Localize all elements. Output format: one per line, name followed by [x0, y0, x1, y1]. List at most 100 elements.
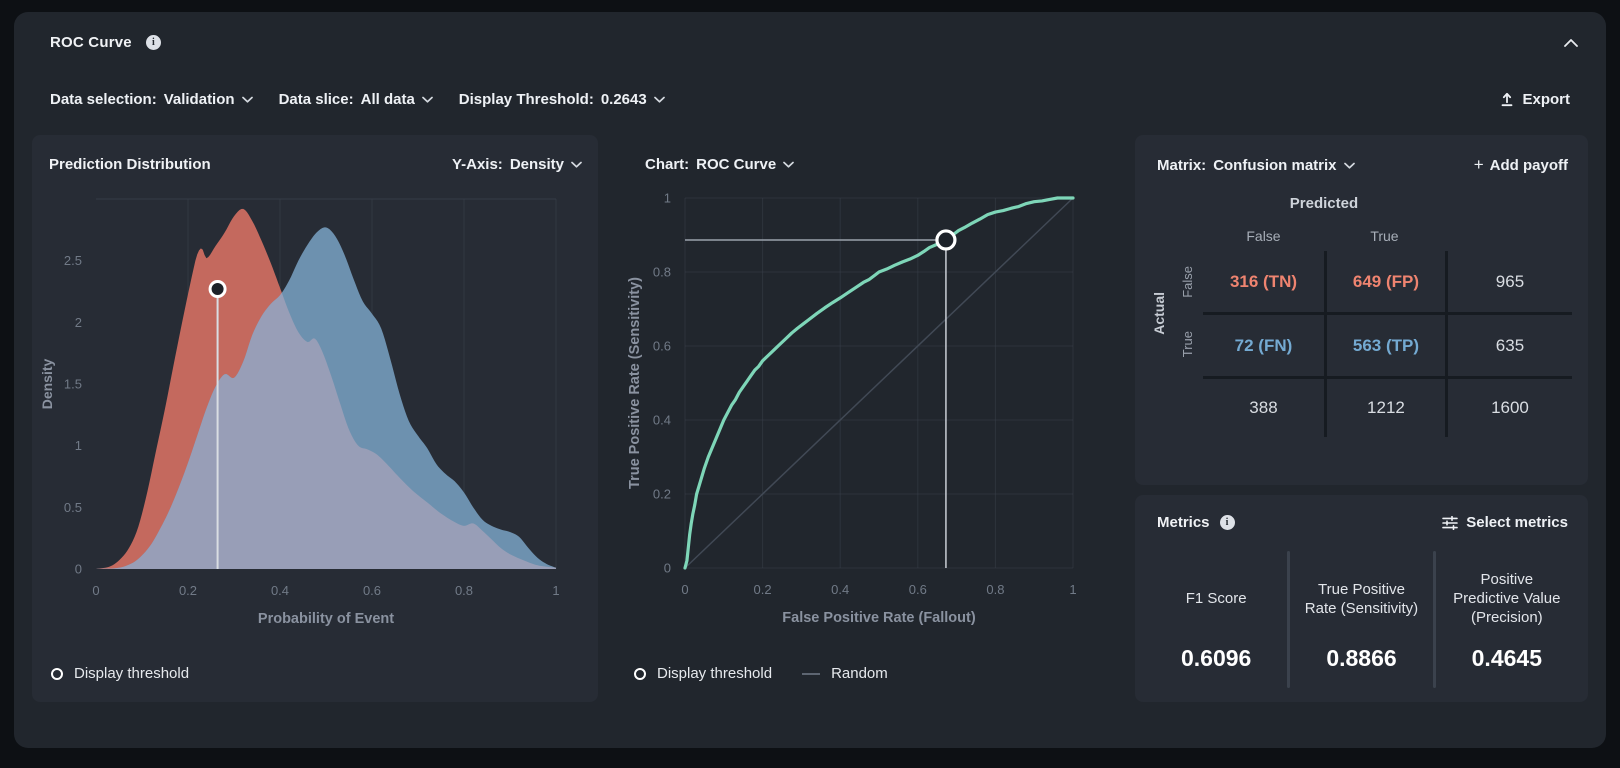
- x-tick-label: 1: [1069, 582, 1076, 597]
- y-tick-label: 1: [664, 191, 671, 206]
- x-tick-label: 0: [681, 582, 688, 597]
- display-threshold-value: 0.2643: [600, 91, 647, 108]
- panels-row: Prediction Distribution Y-Axis: Density …: [14, 108, 1606, 702]
- x-tick-label: 0.4: [271, 583, 289, 598]
- chevron-down-icon: [421, 96, 433, 103]
- add-payoff-button[interactable]: + Add payoff: [1474, 155, 1568, 175]
- chart-type-dropdown[interactable]: Chart: ROC Curve: [645, 156, 795, 173]
- display-threshold-label: Display Threshold:: [458, 91, 594, 108]
- cell-predicted-false-total[interactable]: 388: [1203, 376, 1324, 437]
- random-diagonal-line: [684, 197, 1074, 569]
- density-y-axis-title: Density: [39, 359, 55, 410]
- chevron-down-icon: [1343, 162, 1355, 169]
- plus-icon: +: [1473, 155, 1484, 174]
- display-threshold-dropdown[interactable]: Display Threshold: 0.2643: [459, 91, 665, 108]
- select-metrics-label: Select metrics: [1466, 514, 1568, 531]
- roc-y-axis-title: True Positive Rate (Sensitivity): [627, 277, 643, 489]
- matrix-type-dropdown[interactable]: Matrix: Confusion matrix: [1157, 157, 1355, 174]
- cell-actual-false-total[interactable]: 965: [1444, 251, 1572, 312]
- data-slice-dropdown[interactable]: Data slice: All data: [279, 91, 433, 108]
- y-tick-label: 0.5: [64, 500, 82, 515]
- export-label: Export: [1522, 91, 1570, 108]
- data-slice-value: All data: [360, 91, 415, 108]
- prediction-distribution-panel: Prediction Distribution Y-Axis: Density …: [32, 135, 598, 702]
- threshold-marker[interactable]: [208, 280, 227, 299]
- x-tick-label: 0.2: [179, 583, 197, 598]
- metric-label: F1 Score: [1185, 590, 1247, 608]
- metric-true-positive-rate: True Positive Rate (Sensitivity) 0.8866: [1290, 547, 1432, 692]
- roc-curve-card: ROC Curve i Data selection: Validation D…: [14, 12, 1606, 748]
- dash-line-icon: [802, 672, 821, 675]
- data-selection-dropdown[interactable]: Data selection: Validation: [50, 91, 253, 108]
- metrics-title: Metrics: [1157, 514, 1210, 531]
- chevron-down-icon: [653, 96, 665, 103]
- x-tick-label: 0.8: [455, 583, 473, 598]
- export-button[interactable]: Export: [1500, 91, 1570, 108]
- select-metrics-button[interactable]: Select metrics: [1442, 514, 1568, 531]
- y-tick-label: 1.5: [64, 377, 82, 392]
- cell-tn[interactable]: 316 (TN): [1229, 271, 1298, 291]
- actual-true-header: True: [1179, 330, 1195, 358]
- legend-label: Random: [831, 665, 888, 682]
- cell-fn[interactable]: 72 (FN): [1203, 312, 1324, 376]
- metrics-info-icon[interactable]: i: [1219, 515, 1235, 530]
- roc-curve-line: [683, 196, 1075, 570]
- y-tick-label: 0.4: [653, 413, 671, 428]
- cell-grand-total[interactable]: 1600: [1444, 376, 1572, 437]
- y-tick-label: 2: [75, 315, 82, 330]
- roc-gridlines: [684, 197, 1074, 569]
- roc-threshold-marker[interactable]: [935, 229, 957, 251]
- x-tick-label: 0: [92, 583, 99, 598]
- radio-ring-icon: [634, 667, 646, 680]
- prediction-distribution-chart[interactable]: 0 0.2 0.4 0.6 0.8 1 0 0.5 1 1.5 2 2.5 Density Probabi…: [32, 185, 565, 630]
- info-icon[interactable]: i: [145, 35, 161, 50]
- y-tick-label: 1: [75, 438, 82, 453]
- export-upload-icon: [1502, 92, 1513, 107]
- y-axis-label: Y-Axis:: [451, 156, 503, 173]
- density-x-axis-title: Probability of Event: [258, 611, 394, 627]
- chevron-down-icon: [783, 161, 795, 168]
- metric-f1-score: F1 Score 0.6096: [1145, 547, 1287, 692]
- roc-chart[interactable]: 0 0.2 0.4 0.6 0.8 1 0 0.2 0.4 0.6 0.8 1 True Positiv…: [615, 185, 1085, 630]
- confusion-matrix-panel: Matrix: Confusion matrix + Add payoff Pr…: [1135, 135, 1588, 485]
- chart-type-label: Chart:: [645, 156, 690, 173]
- y-tick-label: 0.2: [653, 487, 671, 502]
- data-selection-value: Validation: [163, 91, 235, 108]
- metric-label: True Positive Rate (Sensitivity): [1304, 580, 1419, 617]
- metric-value: 0.4645: [1471, 644, 1542, 671]
- divider: [1432, 551, 1436, 688]
- collapse-button[interactable]: [1560, 35, 1582, 51]
- y-axis-value: Density: [509, 156, 564, 173]
- actual-false-header: False: [1179, 265, 1195, 298]
- roc-display-threshold-legend[interactable]: Display threshold: [634, 665, 772, 682]
- x-tick-label: 0.6: [909, 582, 927, 597]
- cell-actual-true-total[interactable]: 635: [1444, 312, 1572, 376]
- cell-tp[interactable]: 563 (TP): [1323, 312, 1445, 376]
- roc-chart-section: Chart: ROC Curve 0 0.2 0.4 0.6 0.8 1 0 0.2 0.4 0.…: [613, 135, 1120, 702]
- predicted-false-header: False: [1246, 228, 1281, 244]
- data-selection-label: Data selection:: [50, 91, 157, 108]
- matrix-label: Matrix:: [1157, 156, 1207, 174]
- right-column: Matrix: Confusion matrix + Add payoff Pr…: [1135, 135, 1588, 702]
- x-tick-label: 0.8: [986, 582, 1004, 597]
- card-title: ROC Curve: [50, 34, 132, 51]
- add-payoff-label: Add payoff: [1489, 156, 1568, 174]
- metric-positive-predictive-value: Positive Predictive Value (Precision) 0.…: [1436, 547, 1578, 692]
- predicted-header: Predicted: [1289, 194, 1359, 212]
- metrics-panel: Metrics i Select metrics: [1135, 495, 1588, 702]
- display-threshold-legend[interactable]: Display threshold: [51, 665, 189, 682]
- sliders-icon: [1442, 515, 1459, 530]
- y-tick-label: 0: [75, 562, 82, 577]
- data-slice-label: Data slice:: [278, 91, 354, 108]
- cell-predicted-true-total[interactable]: 1212: [1323, 376, 1445, 437]
- random-legend[interactable]: Random: [802, 665, 888, 682]
- cell-fp[interactable]: 649 (FP): [1323, 251, 1445, 312]
- divider: [1287, 551, 1291, 688]
- metric-value: 0.8866: [1326, 644, 1397, 671]
- x-tick-label: 0.6: [363, 583, 381, 598]
- confusion-matrix-table: Predicted False True Actual False True 3…: [1147, 185, 1572, 437]
- chart-type-value: ROC Curve: [696, 156, 777, 173]
- y-tick-label: 0.8: [653, 265, 671, 280]
- y-axis-dropdown[interactable]: Y-Axis: Density: [452, 156, 582, 173]
- density-overlap-area: [96, 292, 556, 569]
